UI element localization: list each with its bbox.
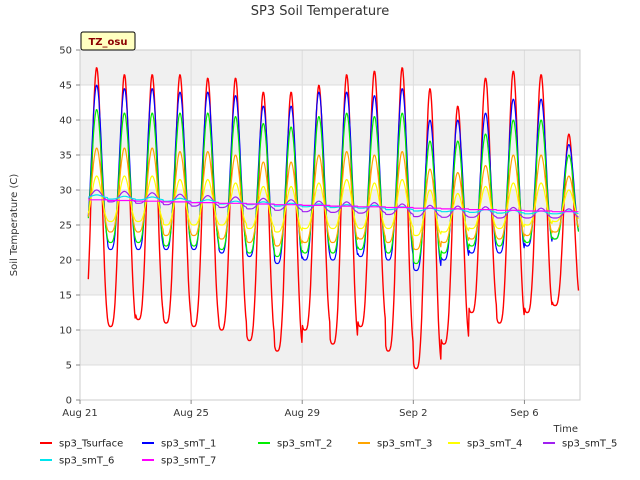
- legend-label: sp3_smT_1: [161, 439, 216, 450]
- y-tick-label: 25: [59, 221, 72, 232]
- y-tick-label: 0: [66, 396, 72, 407]
- x-tick-label: Sep 2: [399, 408, 427, 419]
- x-tick-label: Aug 21: [62, 408, 97, 419]
- legend-item-sp3_smT_5: sp3_smT_5: [543, 439, 617, 450]
- x-axis-ticks: Aug 21 Aug 25 Aug 29 Sep 2 Sep 6: [62, 400, 539, 419]
- y-tick-label: 45: [59, 81, 72, 92]
- chart-title: SP3 Soil Temperature: [251, 4, 389, 19]
- legend-item-sp3_smT_2: sp3_smT_2: [258, 439, 332, 450]
- y-tick-label: 15: [59, 291, 72, 302]
- background-band: [80, 120, 580, 155]
- x-axis-title: Time: [553, 424, 578, 435]
- series-layer: [87, 67, 580, 370]
- x-tick-label: Aug 25: [173, 408, 208, 419]
- x-tick-label: Sep 6: [510, 408, 538, 419]
- series-line-sp3_smT_7: [88, 199, 579, 213]
- legend: sp3_Tsurface sp3_smT_1 sp3_smT_2 sp3_smT_3 s…: [40, 439, 617, 467]
- y-axis-ticks: 0 5 10 15 20 25 30 35 40 45 50: [59, 46, 80, 407]
- series-line-sp3_smT_5: [87, 189, 579, 219]
- site-badge-label: TZ_osu: [88, 37, 127, 48]
- legend-label: sp3_smT_3: [377, 439, 432, 450]
- series-line-sp3_smT_6: [88, 194, 579, 215]
- series-line-sp3_smT_4: [87, 175, 580, 237]
- series-line-sp3_Tsurface: [87, 67, 580, 370]
- legend-label: sp3_smT_6: [59, 456, 114, 467]
- background-band: [80, 260, 580, 295]
- y-tick-label: 50: [59, 46, 72, 57]
- series-line-sp3_smT_2: [87, 108, 580, 265]
- legend-label: sp3_smT_2: [277, 439, 332, 450]
- legend-item-sp3_smT_7: sp3_smT_7: [142, 456, 216, 467]
- legend-label: sp3_smT_7: [161, 456, 216, 467]
- series-line-sp3_smT_3: [87, 147, 580, 251]
- legend-label: sp3_smT_5: [562, 439, 617, 450]
- site-badge: TZ_osu: [80, 31, 136, 51]
- legend-label: sp3_smT_4: [467, 439, 522, 450]
- legend-item-sp3_smT_6: sp3_smT_6: [40, 456, 114, 467]
- y-tick-label: 5: [66, 361, 72, 372]
- y-tick-label: 30: [59, 186, 72, 197]
- legend-item-sp3_Tsurface: sp3_Tsurface: [40, 439, 123, 450]
- site-badge-box: [80, 31, 136, 51]
- y-axis-title: Soil Temperature (C): [9, 174, 20, 277]
- y-tick-label: 35: [59, 151, 72, 162]
- legend-label: sp3_Tsurface: [59, 439, 123, 450]
- background-band: [80, 50, 580, 85]
- legend-item-sp3_smT_3: sp3_smT_3: [358, 439, 432, 450]
- y-tick-label: 20: [59, 256, 72, 267]
- legend-item-sp3_smT_4: sp3_smT_4: [448, 439, 522, 450]
- legend-item-sp3_smT_1: sp3_smT_1: [142, 439, 216, 450]
- x-tick-label: Aug 29: [285, 408, 320, 419]
- y-tick-label: 40: [59, 116, 72, 127]
- y-tick-label: 10: [59, 326, 72, 337]
